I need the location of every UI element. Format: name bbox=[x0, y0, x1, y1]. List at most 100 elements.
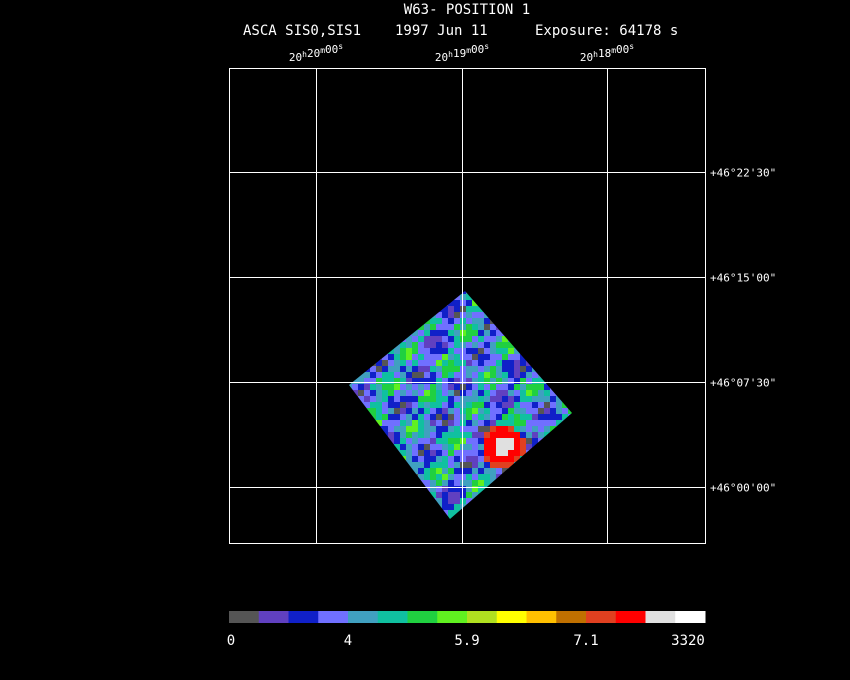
pixel bbox=[490, 408, 496, 414]
pixel bbox=[376, 390, 382, 396]
pixel bbox=[574, 510, 580, 516]
pixel bbox=[442, 510, 448, 516]
pixel bbox=[520, 306, 526, 312]
pixel bbox=[466, 498, 472, 504]
pixel bbox=[478, 426, 484, 432]
pixel bbox=[424, 372, 430, 378]
pixel bbox=[568, 504, 572, 510]
pixel bbox=[406, 378, 412, 384]
pixel bbox=[448, 294, 454, 300]
pixel bbox=[388, 438, 394, 444]
pixel bbox=[478, 306, 484, 312]
pixel bbox=[466, 432, 472, 438]
pixel bbox=[520, 312, 526, 318]
pixel bbox=[520, 480, 526, 486]
pixel bbox=[376, 342, 382, 348]
pixel bbox=[436, 498, 442, 504]
pixel bbox=[550, 462, 556, 468]
pixel bbox=[562, 450, 568, 456]
pixel bbox=[538, 510, 544, 516]
pixel bbox=[364, 378, 370, 384]
pixel bbox=[358, 438, 364, 444]
pixel bbox=[448, 438, 454, 444]
pixel bbox=[538, 516, 544, 519]
pixel bbox=[562, 330, 568, 336]
pixel bbox=[520, 438, 526, 444]
pixel bbox=[538, 462, 544, 468]
pixel bbox=[496, 396, 502, 402]
pixel bbox=[526, 492, 532, 498]
pixel bbox=[349, 504, 352, 510]
pixel bbox=[538, 504, 544, 510]
pixel bbox=[358, 444, 364, 450]
pixel bbox=[412, 366, 418, 372]
pixel bbox=[526, 462, 532, 468]
pixel bbox=[448, 486, 454, 492]
pixel bbox=[568, 390, 572, 396]
colorbar-swatch bbox=[675, 611, 706, 623]
pixel bbox=[370, 366, 376, 372]
pixel bbox=[520, 366, 526, 372]
instrument: ASCA SIS0,SIS1 bbox=[243, 23, 361, 39]
pixel bbox=[376, 291, 382, 294]
pixel bbox=[520, 444, 526, 450]
pixel bbox=[430, 330, 436, 336]
pixel bbox=[550, 354, 556, 360]
pixel bbox=[454, 510, 460, 516]
pixel bbox=[484, 372, 490, 378]
pixel bbox=[349, 492, 352, 498]
ra-value: 20 bbox=[435, 51, 448, 64]
pixel bbox=[538, 312, 544, 318]
pixel bbox=[418, 480, 424, 486]
pixel bbox=[496, 294, 502, 300]
pixel bbox=[496, 306, 502, 312]
pixel bbox=[448, 450, 454, 456]
pixel bbox=[514, 324, 520, 330]
pixel bbox=[376, 510, 382, 516]
pixel bbox=[568, 420, 572, 426]
pixel bbox=[526, 342, 532, 348]
pixel bbox=[406, 432, 412, 438]
pixel bbox=[502, 354, 508, 360]
pixel bbox=[370, 318, 376, 324]
pixel bbox=[562, 294, 568, 300]
pixel bbox=[424, 480, 430, 486]
pixel bbox=[418, 468, 424, 474]
pixel bbox=[364, 420, 370, 426]
pixel bbox=[430, 438, 436, 444]
pixel bbox=[550, 396, 556, 402]
pixel bbox=[412, 402, 418, 408]
pixel bbox=[502, 348, 508, 354]
pixel bbox=[466, 366, 472, 372]
pixel bbox=[508, 450, 514, 456]
pixel bbox=[364, 396, 370, 402]
pixel bbox=[496, 300, 502, 306]
pixel bbox=[532, 294, 538, 300]
pixel bbox=[400, 318, 406, 324]
pixel bbox=[556, 462, 562, 468]
pixel bbox=[349, 354, 352, 360]
pixel bbox=[418, 456, 424, 462]
pixel bbox=[352, 366, 358, 372]
pixel bbox=[550, 414, 556, 420]
pixel bbox=[484, 462, 490, 468]
pixel bbox=[556, 414, 562, 420]
colorbar-swatch bbox=[377, 611, 408, 623]
pixel bbox=[364, 444, 370, 450]
pixel bbox=[478, 450, 484, 456]
pixel bbox=[562, 516, 568, 519]
ra-unit: s bbox=[629, 42, 634, 51]
pixel bbox=[394, 468, 400, 474]
pixel bbox=[418, 306, 424, 312]
pixel bbox=[556, 408, 562, 414]
pixel bbox=[508, 504, 514, 510]
pixel bbox=[358, 324, 364, 330]
pixel bbox=[472, 504, 478, 510]
pixel bbox=[550, 318, 556, 324]
pixel bbox=[466, 378, 472, 384]
pixel bbox=[406, 516, 412, 519]
pixel bbox=[490, 294, 496, 300]
pixel bbox=[496, 414, 502, 420]
pixel bbox=[442, 300, 448, 306]
